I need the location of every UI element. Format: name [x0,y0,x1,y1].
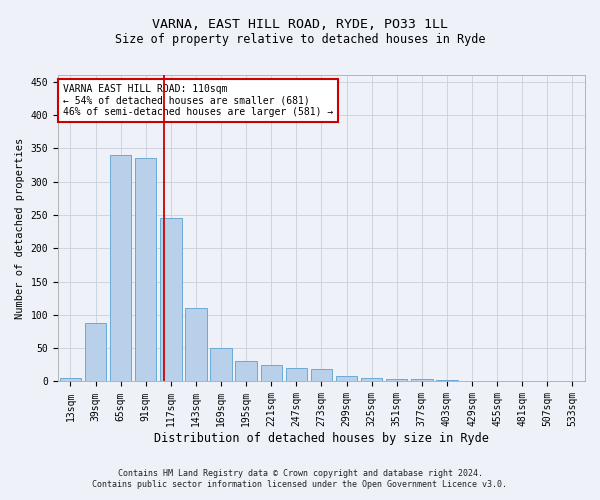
Bar [60,378,81,382]
Bar [436,380,458,382]
Text: Contains public sector information licensed under the Open Government Licence v3: Contains public sector information licen… [92,480,508,489]
Bar [160,218,182,382]
Bar [211,348,232,382]
Bar [286,368,307,382]
Bar [386,379,407,382]
Bar [135,158,157,382]
X-axis label: Distribution of detached houses by size in Ryde: Distribution of detached houses by size … [154,432,489,445]
Bar [110,155,131,382]
Bar [487,381,508,382]
Y-axis label: Number of detached properties: Number of detached properties [15,138,25,319]
Bar [461,381,483,382]
Text: Contains HM Land Registry data © Crown copyright and database right 2024.: Contains HM Land Registry data © Crown c… [118,468,482,477]
Bar [185,308,206,382]
Bar [411,380,433,382]
Text: Size of property relative to detached houses in Ryde: Size of property relative to detached ho… [115,32,485,46]
Bar [361,378,382,382]
Bar [85,323,106,382]
Bar [260,365,282,382]
Bar [311,370,332,382]
Bar [336,376,357,382]
Bar [235,362,257,382]
Text: VARNA EAST HILL ROAD: 110sqm
← 54% of detached houses are smaller (681)
46% of s: VARNA EAST HILL ROAD: 110sqm ← 54% of de… [63,84,334,117]
Text: VARNA, EAST HILL ROAD, RYDE, PO33 1LL: VARNA, EAST HILL ROAD, RYDE, PO33 1LL [152,18,448,30]
